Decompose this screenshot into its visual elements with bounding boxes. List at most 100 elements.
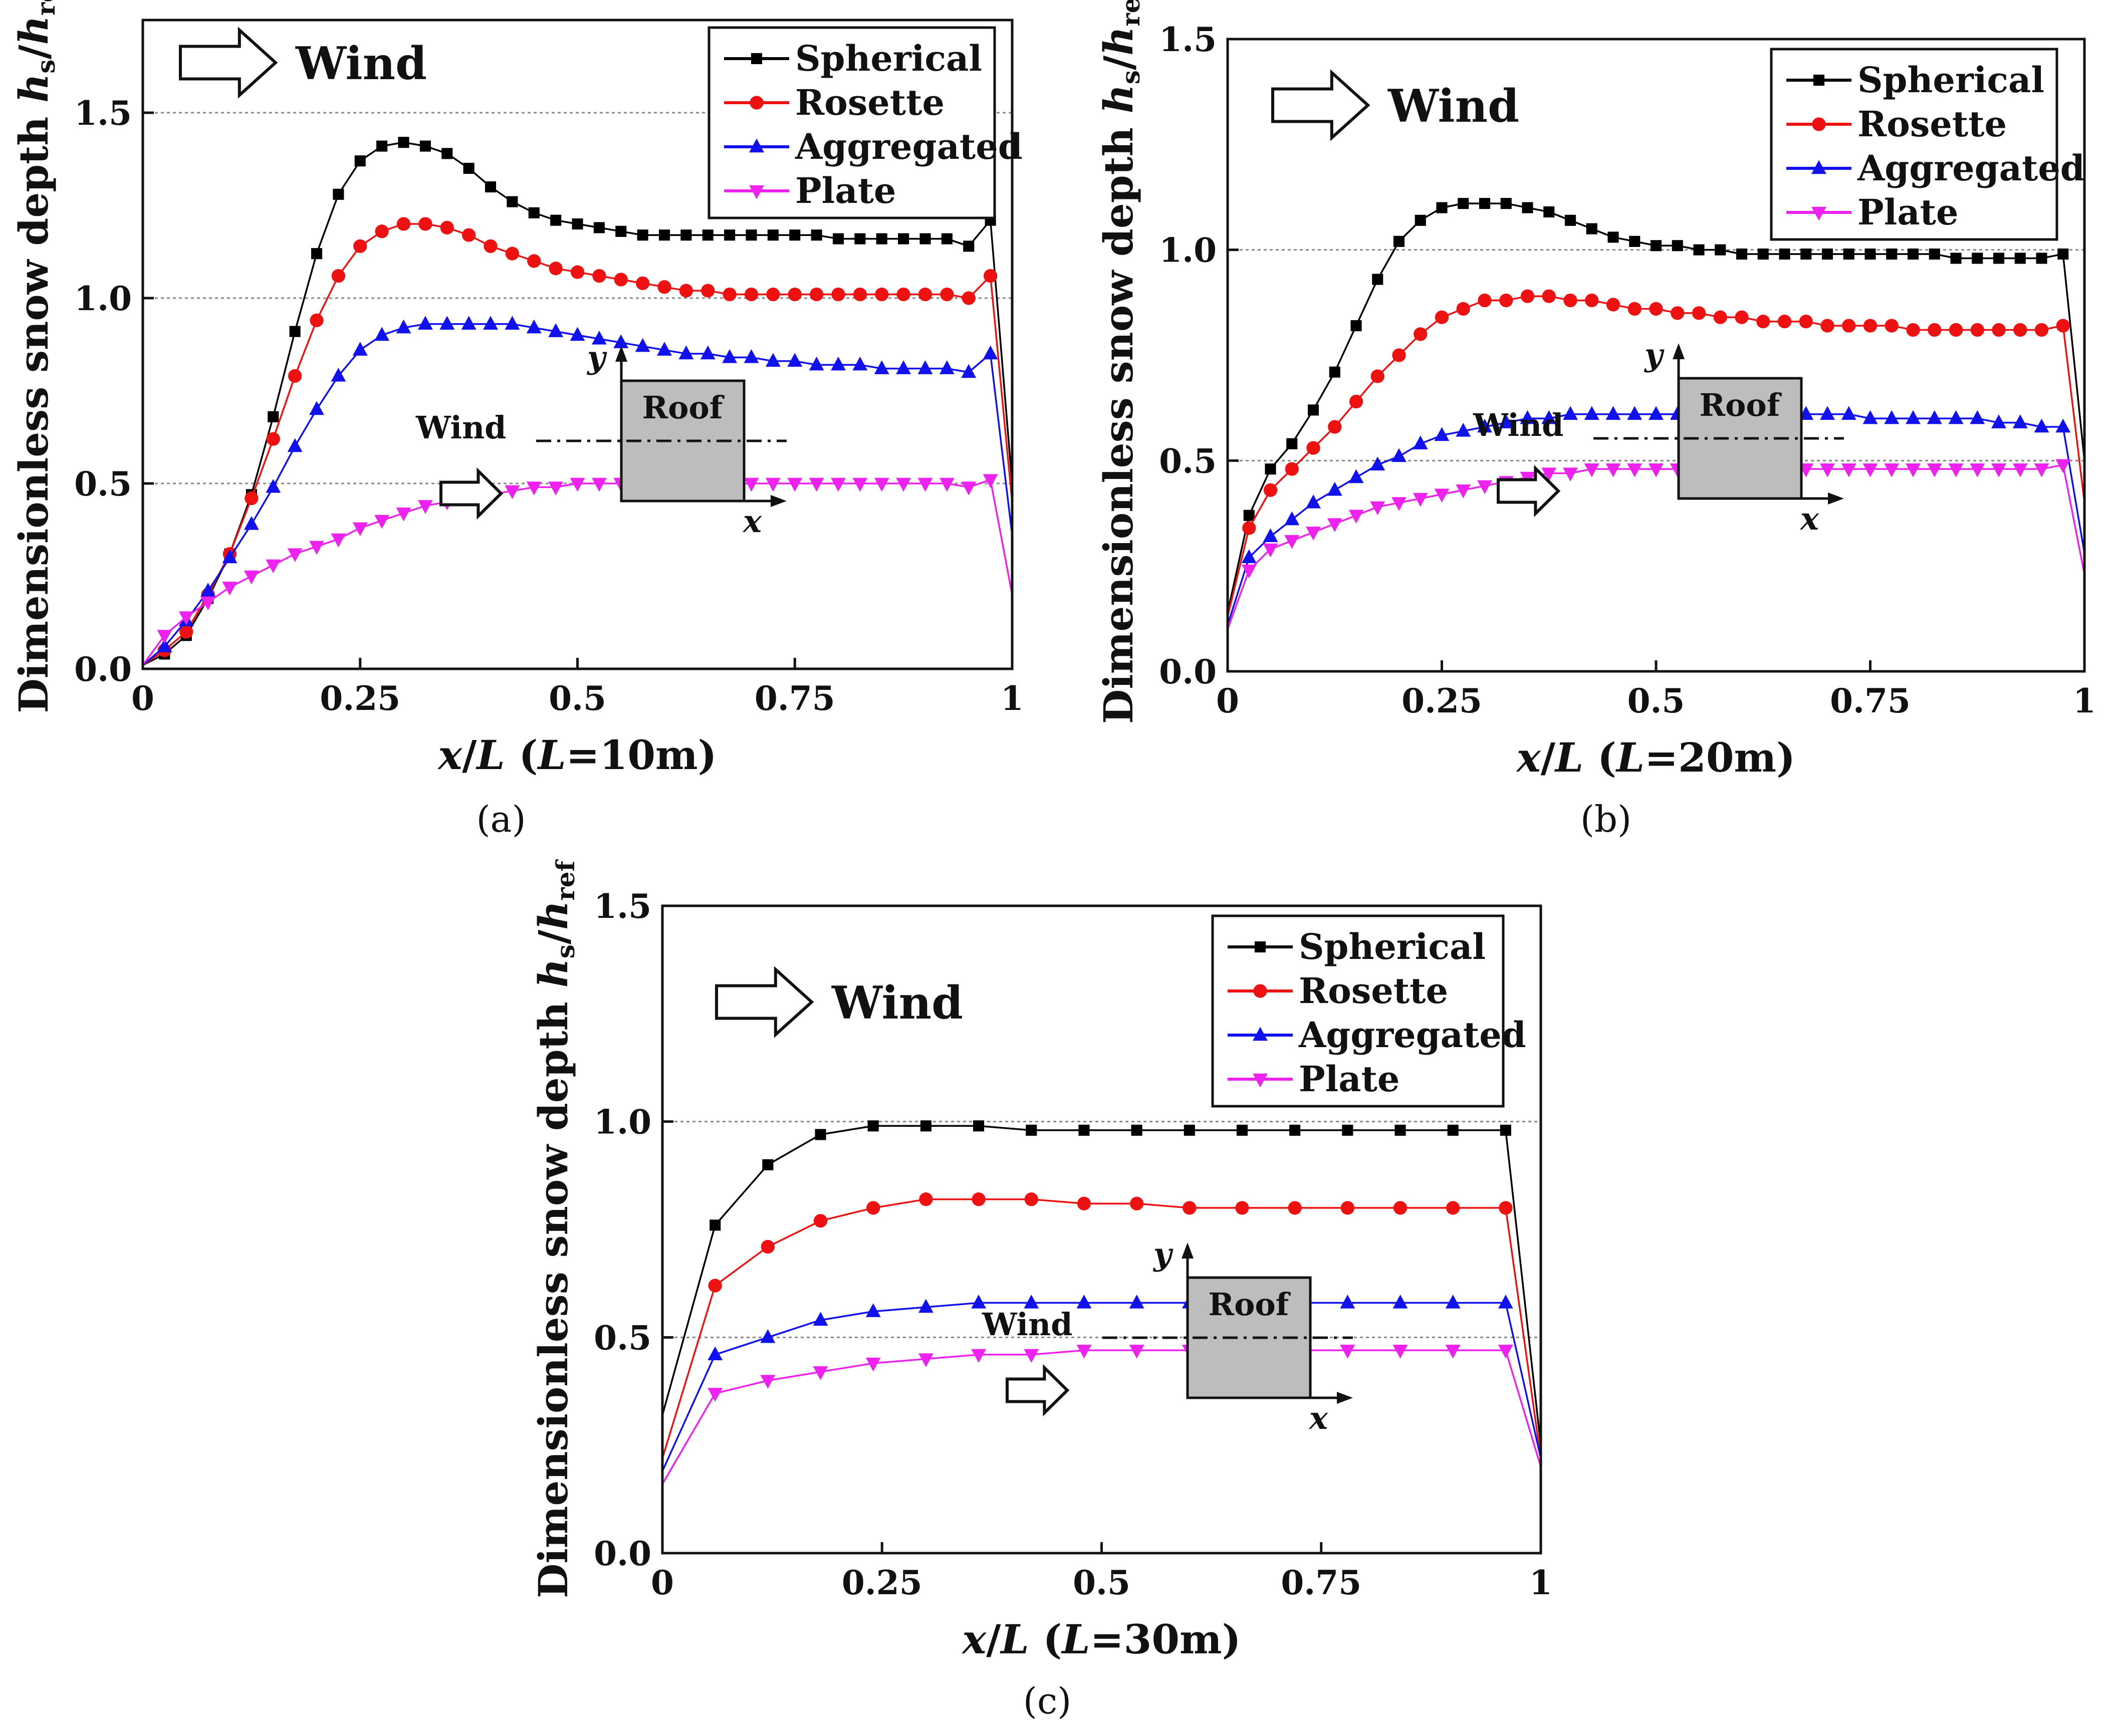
- data-point-aggregated: [896, 360, 911, 374]
- data-point-spherical: [1736, 249, 1748, 260]
- data-point-rosette: [1735, 310, 1749, 324]
- data-point-plate: [1970, 463, 1985, 477]
- data-point-aggregated: [971, 1294, 987, 1309]
- data-point-plate: [961, 481, 977, 495]
- x-axis-label: x/L (L=20m): [1516, 734, 1795, 781]
- x-axis-label: x/L (L=10m): [437, 731, 717, 779]
- data-point-aggregated: [918, 1299, 933, 1313]
- x-tick-label: 0.25: [320, 679, 400, 718]
- series-line-aggregated: [661, 1302, 1542, 1472]
- data-point-rosette: [896, 287, 910, 302]
- x-tick-label: 0.25: [1401, 681, 1482, 720]
- data-point-aggregated: [374, 327, 390, 341]
- series-aggregated: [142, 316, 1013, 666]
- inset-y-arrow-icon: [615, 346, 627, 362]
- y-tick-label: 0.0: [74, 650, 132, 689]
- legend-entry-aggregated: Aggregated: [1228, 1014, 1526, 1056]
- data-point-plate: [1076, 1344, 1092, 1359]
- chart-panel-2: 0 0.25 0.5 0.75 1 0.0 0.5 1.0 1.5 x/L (L=20m) Dime…: [1095, 0, 2096, 840]
- legend-entry-rosette: Rosette: [1228, 970, 1448, 1012]
- data-point-spherical: [2057, 249, 2069, 260]
- series-rosette: [1227, 289, 2085, 617]
- data-point-plate: [1391, 497, 1407, 511]
- data-point-rosette: [527, 254, 541, 268]
- data-point-aggregated: [352, 342, 368, 356]
- data-point-aggregated: [309, 401, 324, 415]
- data-point-plate: [1370, 501, 1385, 516]
- data-point-plate: [1477, 480, 1492, 494]
- legend-label: Aggregated: [1298, 1014, 1526, 1056]
- legend-marker: [1253, 984, 1267, 998]
- data-point-plate: [1563, 467, 1578, 482]
- data-point-spherical: [1026, 1124, 1037, 1136]
- data-point-aggregated: [505, 316, 520, 330]
- data-point-rosette: [1842, 319, 1856, 333]
- data-point-plate: [1340, 1344, 1355, 1359]
- data-point-aggregated: [1820, 406, 1835, 420]
- data-point-rosette: [440, 220, 454, 235]
- data-point-plate: [1498, 1344, 1513, 1359]
- data-point-spherical: [1864, 249, 1876, 260]
- data-point-plate: [1348, 510, 1364, 524]
- data-point-rosette: [2056, 319, 2070, 333]
- data-point-aggregated: [809, 356, 824, 371]
- data-point-spherical: [1436, 202, 1448, 213]
- data-point-rosette: [1183, 1201, 1197, 1215]
- data-point-rosette: [1627, 302, 1642, 316]
- data-point-plate: [505, 485, 520, 500]
- roof-label: Roof: [642, 389, 725, 426]
- data-point-plate: [831, 477, 846, 492]
- data-point-aggregated: [744, 349, 759, 363]
- inset-wind-arrow-icon: [439, 467, 504, 520]
- y-tick-label: 0.0: [1159, 652, 1217, 691]
- data-point-spherical: [973, 1120, 985, 1132]
- data-point-plate: [178, 611, 194, 625]
- data-point-spherical: [1800, 249, 1812, 260]
- data-point-rosette: [1235, 1201, 1249, 1215]
- inset-y-label: y: [1152, 1236, 1174, 1273]
- data-point-rosette: [1328, 420, 1342, 434]
- data-point-rosette: [657, 280, 671, 294]
- legend-entry-plate: Plate: [1786, 191, 1958, 233]
- data-point-aggregated: [1970, 410, 1985, 424]
- data-point-rosette: [1414, 327, 1428, 341]
- data-point-rosette: [266, 432, 280, 446]
- legend-marker: [1253, 1027, 1268, 1041]
- series-rosette: [661, 1192, 1542, 1459]
- data-point-plate: [309, 541, 324, 555]
- data-point-rosette: [461, 228, 476, 242]
- data-point-rosette: [1563, 293, 1577, 308]
- data-point-plate: [2012, 463, 2028, 477]
- data-point-aggregated: [244, 516, 259, 530]
- data-point-spherical: [1342, 1124, 1353, 1136]
- data-point-spherical: [311, 248, 323, 260]
- data-point-spherical: [637, 229, 648, 241]
- data-point-rosette: [919, 1192, 933, 1206]
- data-point-spherical: [1586, 223, 1597, 234]
- data-point-rosette: [1242, 521, 1256, 535]
- data-point-plate: [352, 522, 368, 537]
- data-point-spherical: [832, 233, 844, 244]
- data-point-plate: [526, 481, 542, 495]
- series-spherical: [661, 1120, 1542, 1445]
- data-point-rosette: [1349, 394, 1363, 409]
- data-point-aggregated: [1649, 406, 1664, 420]
- y-axis-label: Dimensionless snow depth hs/href: [1095, 0, 1145, 724]
- series-spherical: [142, 137, 1013, 666]
- data-point-aggregated: [1584, 406, 1599, 420]
- data-point-rosette: [1992, 323, 2006, 337]
- legend-label: Aggregated: [1857, 147, 2085, 189]
- data-point-plate: [374, 515, 390, 529]
- data-point-spherical: [1629, 235, 1641, 247]
- wind-arrow-icon: [1271, 69, 1370, 141]
- data-point-plate: [1649, 463, 1664, 477]
- data-point-plate: [1927, 463, 1942, 477]
- data-point-aggregated: [1348, 469, 1364, 483]
- data-point-spherical: [876, 233, 887, 244]
- data-point-plate: [918, 1353, 933, 1367]
- data-point-rosette: [972, 1192, 986, 1206]
- data-point-aggregated: [1541, 410, 1557, 424]
